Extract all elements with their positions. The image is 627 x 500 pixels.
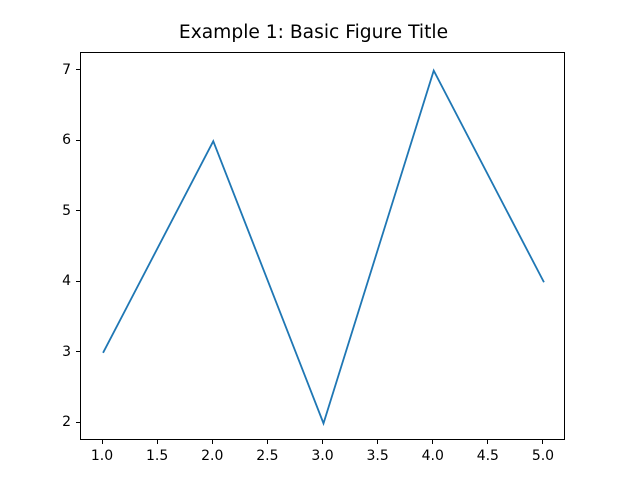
- y-tick-mark: [76, 210, 80, 211]
- x-tick-label: 5.0: [532, 448, 554, 464]
- y-tick-label: 7: [62, 62, 71, 78]
- x-tick-mark: [212, 440, 213, 444]
- x-tick-label: 2.0: [201, 448, 223, 464]
- x-tick-mark: [432, 440, 433, 444]
- chart-title: Example 1: Basic Figure Title: [0, 22, 627, 43]
- y-tick-label: 3: [62, 344, 71, 360]
- x-tick-label: 1.5: [146, 448, 168, 464]
- x-tick-label: 4.0: [422, 448, 444, 464]
- x-tick-mark: [377, 440, 378, 444]
- x-tick-label: 1.0: [91, 448, 113, 464]
- y-tick-mark: [76, 281, 80, 282]
- y-tick-mark: [76, 140, 80, 141]
- x-tick-mark: [542, 440, 543, 444]
- x-tick-label: 4.5: [477, 448, 499, 464]
- y-tick-label: 4: [62, 273, 71, 289]
- figure: Example 1: Basic Figure Title 1.0 1.5 2.0 2…: [0, 0, 627, 500]
- axes-area: [80, 52, 565, 440]
- y-tick-mark: [76, 351, 80, 352]
- y-tick-mark: [76, 69, 80, 70]
- x-tick-mark: [157, 440, 158, 444]
- y-tick-label: 5: [62, 203, 71, 219]
- line-series: [81, 53, 566, 441]
- y-tick-mark: [76, 422, 80, 423]
- x-tick-label: 3.0: [311, 448, 333, 464]
- x-tick-label: 3.5: [366, 448, 388, 464]
- y-tick-label: 2: [62, 414, 71, 430]
- x-tick-label: 2.5: [256, 448, 278, 464]
- x-tick-mark: [267, 440, 268, 444]
- x-tick-mark: [487, 440, 488, 444]
- x-tick-mark: [322, 440, 323, 444]
- x-tick-mark: [102, 440, 103, 444]
- y-tick-label: 6: [62, 132, 71, 148]
